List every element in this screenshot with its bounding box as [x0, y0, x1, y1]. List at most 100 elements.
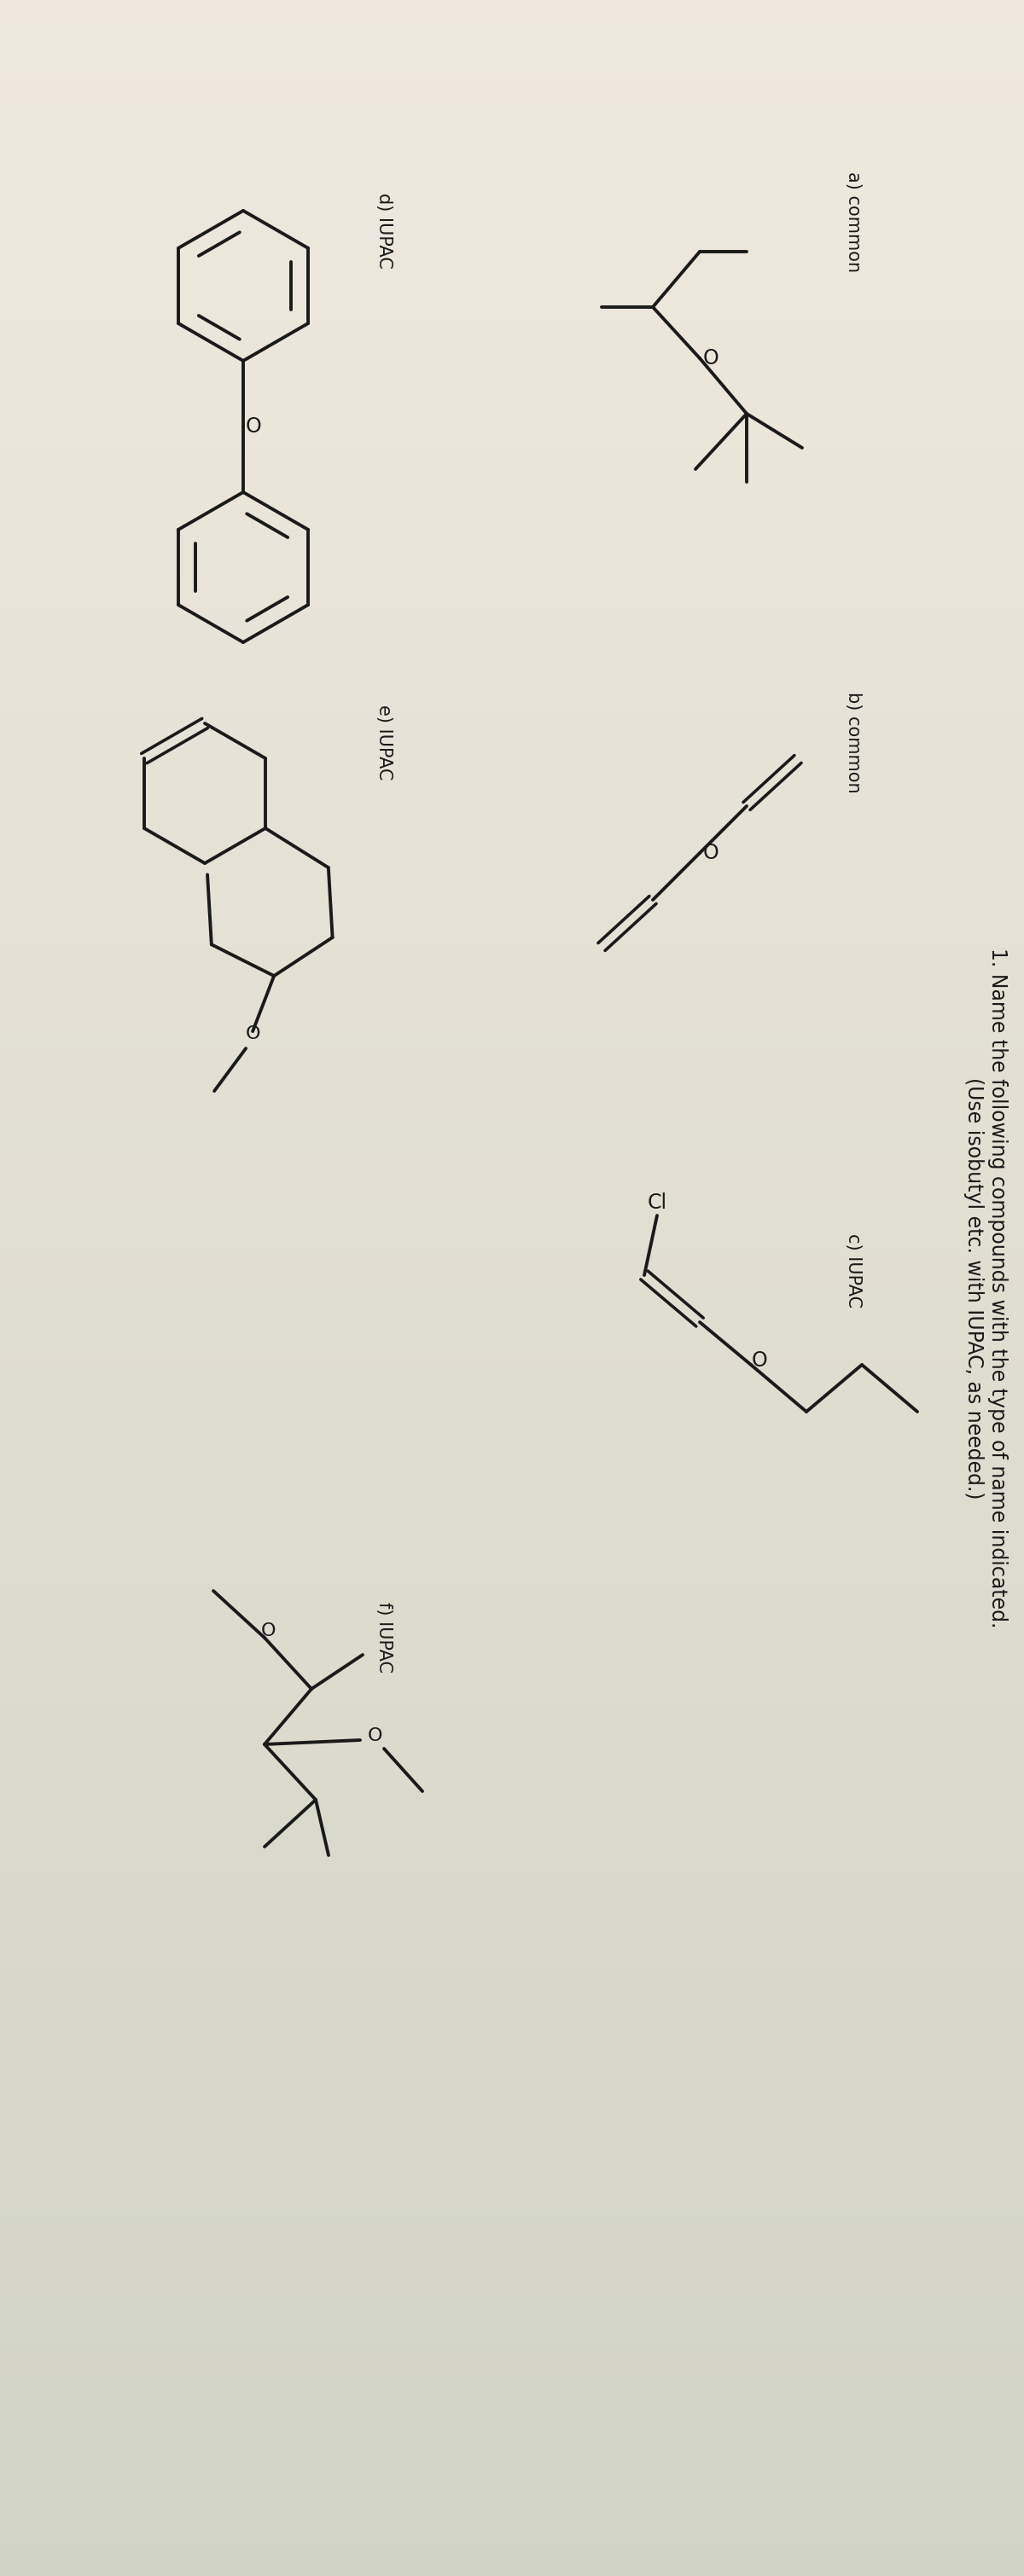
- Bar: [0, 1314, 1024, 1321]
- Bar: [0, 196, 1024, 204]
- Text: O: O: [246, 417, 261, 438]
- Text: O: O: [702, 842, 719, 863]
- Bar: [0, 513, 1024, 520]
- Bar: [0, 410, 1024, 417]
- Bar: [0, 2226, 1024, 2236]
- Bar: [0, 1270, 1024, 1280]
- Bar: [0, 1340, 1024, 1347]
- Bar: [0, 155, 1024, 162]
- Bar: [0, 2396, 1024, 2406]
- Bar: [0, 1321, 1024, 1332]
- Bar: [0, 528, 1024, 538]
- Bar: [0, 1749, 1024, 1757]
- Bar: [0, 1185, 1024, 1195]
- Bar: [0, 2063, 1024, 2074]
- Bar: [0, 417, 1024, 428]
- Text: e) IUPAC: e) IUPAC: [376, 703, 392, 781]
- Bar: [0, 1739, 1024, 1749]
- Bar: [0, 2362, 1024, 2372]
- Bar: [0, 2321, 1024, 2329]
- Bar: [0, 1023, 1024, 1033]
- Bar: [0, 1963, 1024, 1971]
- Bar: [0, 554, 1024, 564]
- Bar: [0, 1705, 1024, 1716]
- Bar: [0, 1108, 1024, 1118]
- Bar: [0, 1945, 1024, 1953]
- Text: O: O: [245, 1025, 260, 1043]
- Bar: [0, 1953, 1024, 1963]
- Bar: [0, 912, 1024, 922]
- Bar: [0, 77, 1024, 85]
- Bar: [0, 1978, 1024, 1989]
- Text: b) common: b) common: [845, 690, 862, 793]
- Bar: [0, 2532, 1024, 2543]
- Bar: [0, 2133, 1024, 2141]
- Bar: [0, 247, 1024, 255]
- Bar: [0, 1347, 1024, 1355]
- Bar: [0, 572, 1024, 580]
- Bar: [0, 33, 1024, 44]
- Bar: [0, 2251, 1024, 2259]
- Bar: [0, 2354, 1024, 2362]
- Bar: [0, 2372, 1024, 2380]
- Bar: [0, 129, 1024, 137]
- Bar: [0, 170, 1024, 180]
- Bar: [0, 1381, 1024, 1391]
- Bar: [0, 265, 1024, 273]
- Bar: [0, 2336, 1024, 2347]
- Bar: [0, 350, 1024, 358]
- Text: Cl: Cl: [647, 1193, 667, 1213]
- Bar: [0, 299, 1024, 307]
- Bar: [0, 1399, 1024, 1406]
- Bar: [0, 1893, 1024, 1901]
- Bar: [0, 1595, 1024, 1605]
- Text: O: O: [261, 1623, 276, 1638]
- Bar: [0, 402, 1024, 410]
- Bar: [0, 2543, 1024, 2550]
- Bar: [0, 750, 1024, 760]
- Bar: [0, 1118, 1024, 1126]
- Bar: [0, 2038, 1024, 2048]
- Bar: [0, 2329, 1024, 2336]
- Bar: [0, 1041, 1024, 1048]
- Text: O: O: [702, 348, 719, 368]
- Bar: [0, 1690, 1024, 1698]
- Bar: [0, 1646, 1024, 1654]
- Bar: [0, 1133, 1024, 1144]
- Bar: [0, 930, 1024, 938]
- Bar: [0, 1373, 1024, 1381]
- Text: c) IUPAC: c) IUPAC: [845, 1234, 862, 1309]
- Bar: [0, 605, 1024, 613]
- Bar: [0, 956, 1024, 963]
- Bar: [0, 665, 1024, 675]
- Bar: [0, 2499, 1024, 2509]
- Bar: [0, 2473, 1024, 2483]
- Bar: [0, 2285, 1024, 2295]
- Bar: [0, 801, 1024, 811]
- Bar: [0, 2022, 1024, 2030]
- Bar: [0, 1613, 1024, 1620]
- Bar: [0, 103, 1024, 111]
- Bar: [0, 2558, 1024, 2568]
- Bar: [0, 1731, 1024, 1739]
- Bar: [0, 2388, 1024, 2396]
- Bar: [0, 1092, 1024, 1100]
- Bar: [0, 1255, 1024, 1262]
- Bar: [0, 793, 1024, 801]
- Bar: [0, 1790, 1024, 1801]
- Bar: [0, 786, 1024, 793]
- Bar: [0, 1211, 1024, 1221]
- Bar: [0, 2303, 1024, 2311]
- Bar: [0, 1587, 1024, 1595]
- Bar: [0, 860, 1024, 871]
- Bar: [0, 2439, 1024, 2447]
- Bar: [0, 2380, 1024, 2388]
- Bar: [0, 2550, 1024, 2558]
- Bar: [0, 2074, 1024, 2081]
- Bar: [0, 2089, 1024, 2099]
- Bar: [0, 657, 1024, 665]
- Bar: [0, 2218, 1024, 2226]
- Bar: [0, 111, 1024, 118]
- Bar: [0, 2432, 1024, 2439]
- Bar: [0, 1059, 1024, 1066]
